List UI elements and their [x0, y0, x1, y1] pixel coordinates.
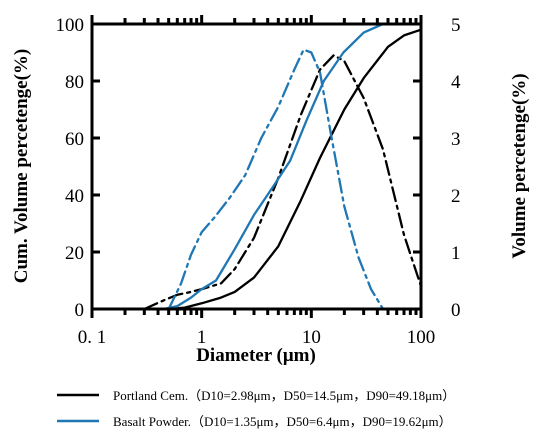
y-left-tick-label-4: 80	[65, 72, 84, 93]
x-tick-label-3: 100	[407, 327, 436, 348]
series-line-3	[167, 48, 385, 311]
y-right-tick-label-4: 4	[451, 72, 461, 93]
x-tick-label-0: 0. 1	[78, 327, 107, 348]
y-right-tick-label-1: 1	[451, 243, 461, 264]
y-left-tick-label-3: 60	[65, 129, 84, 150]
ticks-layer	[90, 15, 423, 318]
series-layer	[143, 22, 423, 311]
legend-label-basalt: Basalt Powder.（D10=1.35μm，D50=6.4μm，D90=…	[113, 414, 452, 429]
axes-layer	[90, 22, 423, 311]
y-left-tick-label-5: 100	[56, 15, 85, 36]
series-line-2	[162, 22, 385, 311]
y-left-tick-label-0: 0	[75, 300, 85, 321]
y-right-tick-label-3: 3	[451, 129, 461, 150]
y-left-tick-label-1: 20	[65, 243, 84, 264]
tick-labels: 0. 1 1 10 100 0 20 40 60 80 100 0 1 2 3 4 5	[56, 15, 462, 348]
x-tick-label-1: 1	[197, 327, 207, 348]
y-right-tick-label-0: 0	[451, 300, 461, 321]
plot-frame	[90, 22, 423, 311]
x-axis-title: Diameter (μm)	[196, 345, 316, 366]
series-line-0	[167, 28, 423, 311]
y-right-tick-label-2: 2	[451, 186, 461, 207]
legend-label-portland: Portland Cem.（D10=2.98μm，D50=14.5μm，D90=…	[113, 388, 455, 403]
y-right-tick-label-5: 5	[451, 15, 461, 36]
y-left-axis-title: Cum. Volume percetenge(%)	[11, 49, 32, 283]
y-left-tick-label-2: 40	[65, 186, 84, 207]
legend: Portland Cem.（D10=2.98μm，D50=14.5μm，D90=…	[57, 388, 455, 429]
y-right-axis-title: Volume percetenge(%)	[509, 73, 530, 258]
x-tick-label-2: 10	[302, 327, 321, 348]
